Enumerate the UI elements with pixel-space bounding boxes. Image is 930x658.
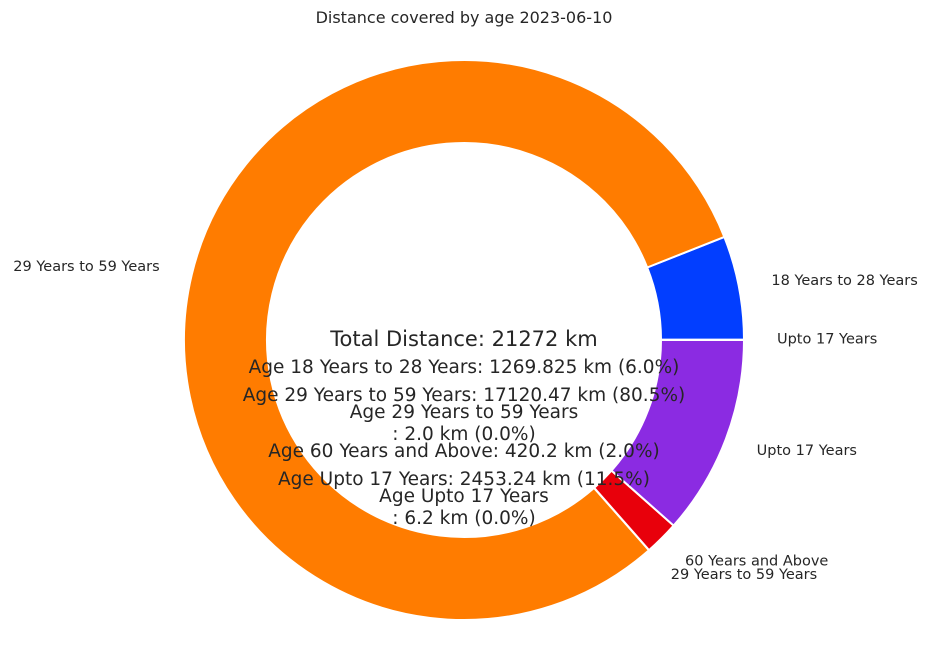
slice-29-years-to-59-years-2 (183, 59, 726, 621)
center-text-6: Age Upto 17 Years: 6.2 km (0.0%) (379, 486, 549, 529)
center-text-5: Age Upto 17 Years: 2453.24 km (11.5%) (278, 469, 650, 490)
slice-label-upto-17-years-0: Upto 17 Years (777, 332, 877, 348)
center-texts-group: Total Distance: 21272 km Age 18 Years to … (243, 327, 686, 529)
center-total-distance: Total Distance: 21272 km (329, 327, 597, 351)
slice-label-29-years-to-59-years-3: 29 Years to 59 Years (671, 567, 817, 583)
center-text-4: Age 60 Years and Above: 420.2 km (2.0%) (268, 441, 660, 462)
slice-label-18-years-to-28-years-1: 18 Years to 28 Years (771, 273, 917, 289)
slice-label-upto-17-years-5: Upto 17 Years (757, 443, 857, 459)
slices-group (183, 59, 746, 621)
slice-upto-17-years-5 (610, 339, 746, 528)
chart-title: Distance covered by age 2023-06-10 (316, 8, 613, 27)
center-text-3: Age 29 Years to 59 Years: 2.0 km (0.0%) (350, 402, 578, 445)
slice-label-29-years-to-59-years-2: 29 Years to 59 Years (13, 259, 159, 275)
center-text-1: Age 18 Years to 28 Years: 1269.825 km (6… (249, 357, 680, 378)
slice-label-60-years-and-above-4: 60 Years and Above (685, 554, 828, 570)
center-text-2: Age 29 Years to 59 Years: 17120.47 km (8… (243, 385, 686, 406)
slice-labels-group: Upto 17 Years 18 Years to 28 Years 29 Year… (13, 259, 918, 583)
